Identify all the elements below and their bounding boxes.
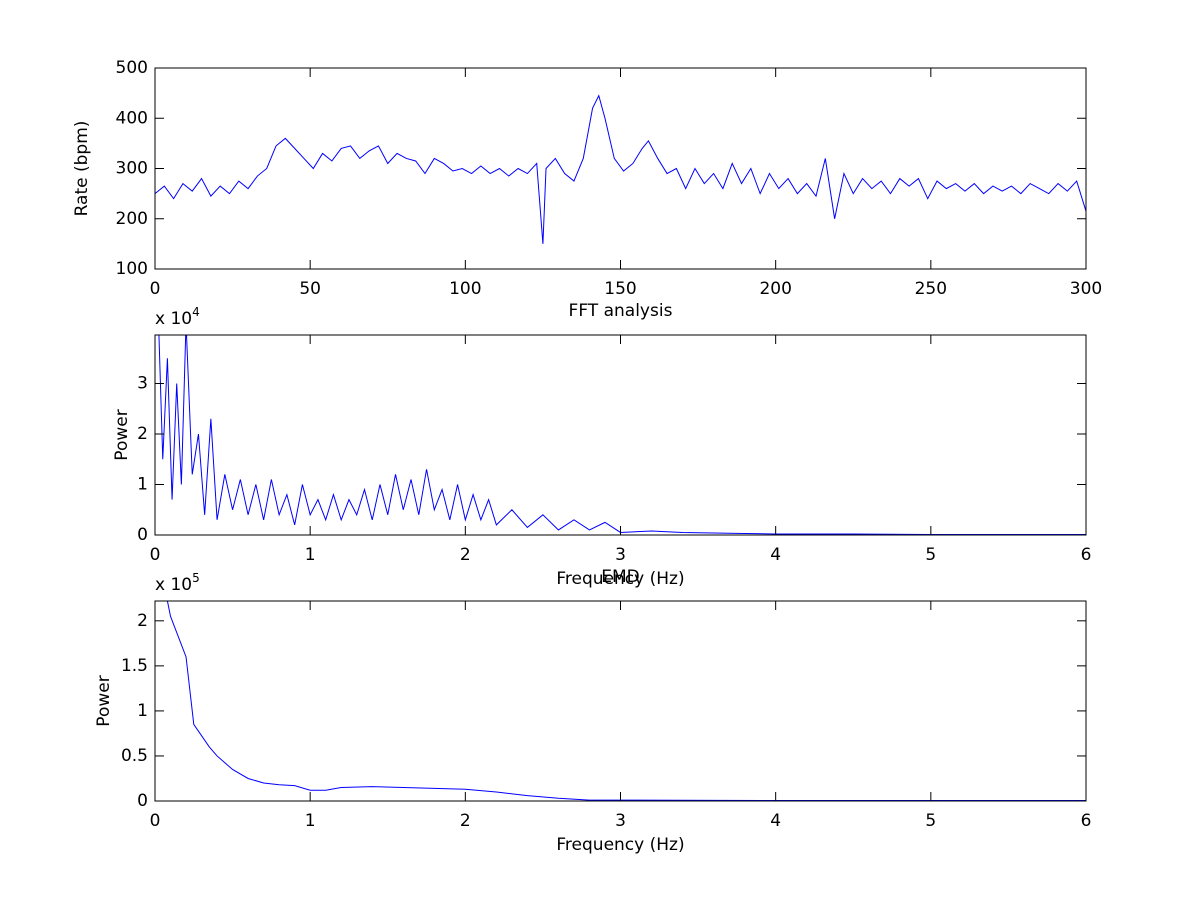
exponent-power: 5 (192, 571, 200, 585)
x-tick-label: 50 (299, 279, 321, 299)
y-tick-label: 1.5 (121, 656, 148, 676)
x-tick-label: 250 (915, 279, 947, 299)
y-tick-label: 300 (116, 159, 148, 179)
exponent-base: x 10 (155, 575, 192, 595)
data-line (158, 335, 1086, 535)
x-tick-label: 5 (925, 811, 936, 831)
x-tick-label: 3 (615, 545, 626, 565)
x-tick-label: 4 (770, 811, 781, 831)
x-tick-label: 5 (925, 545, 936, 565)
x-axis-label: Frequency (Hz) (556, 569, 684, 589)
y-tick-label: 500 (116, 58, 148, 78)
plot-area (155, 335, 1086, 535)
chart-title: EMD (601, 567, 640, 587)
y-exponent-label: x 105 (155, 571, 200, 596)
y-tick-label: 100 (116, 259, 148, 279)
x-tick-label: 100 (449, 279, 481, 299)
x-tick-label: 0 (150, 279, 161, 299)
x-axis-label: Frequency (Hz) (556, 835, 684, 855)
x-tick-label: 1 (305, 545, 316, 565)
y-tick-label: 200 (116, 209, 148, 229)
chart-title: FFT analysis (569, 301, 673, 321)
x-tick-label: 150 (604, 279, 636, 299)
y-tick-label: 0 (137, 525, 148, 545)
x-tick-label: 6 (1081, 545, 1092, 565)
data-line (166, 601, 1086, 801)
y-tick-label: 0 (137, 791, 148, 811)
y-exponent-label: x 104 (155, 305, 200, 330)
exponent-power: 4 (192, 305, 200, 319)
y-tick-label: 400 (116, 108, 148, 128)
y-axis-label: Power (112, 409, 132, 460)
y-axis-label: Rate (bpm) (72, 121, 92, 217)
x-tick-label: 0 (150, 545, 161, 565)
data-line (155, 94, 1086, 244)
x-tick-label: 0 (150, 811, 161, 831)
exponent-base: x 10 (155, 309, 192, 329)
y-tick-label: 2 (137, 611, 148, 631)
x-tick-label: 2 (460, 811, 471, 831)
y-tick-label: 3 (137, 373, 148, 393)
x-tick-label: 3 (615, 811, 626, 831)
y-tick-label: 1 (137, 701, 148, 721)
x-tick-label: 6 (1081, 811, 1092, 831)
x-tick-label: 4 (770, 545, 781, 565)
x-tick-label: 1 (305, 811, 316, 831)
plot-area (155, 68, 1086, 269)
y-axis-label: Power (94, 675, 114, 726)
y-tick-label: 1 (137, 474, 148, 494)
y-tick-label: 2 (137, 424, 148, 444)
y-tick-label: 0.5 (121, 746, 148, 766)
x-tick-label: 300 (1070, 279, 1102, 299)
plot-area (155, 601, 1086, 801)
x-tick-label: 200 (759, 279, 791, 299)
x-tick-label: 2 (460, 545, 471, 565)
